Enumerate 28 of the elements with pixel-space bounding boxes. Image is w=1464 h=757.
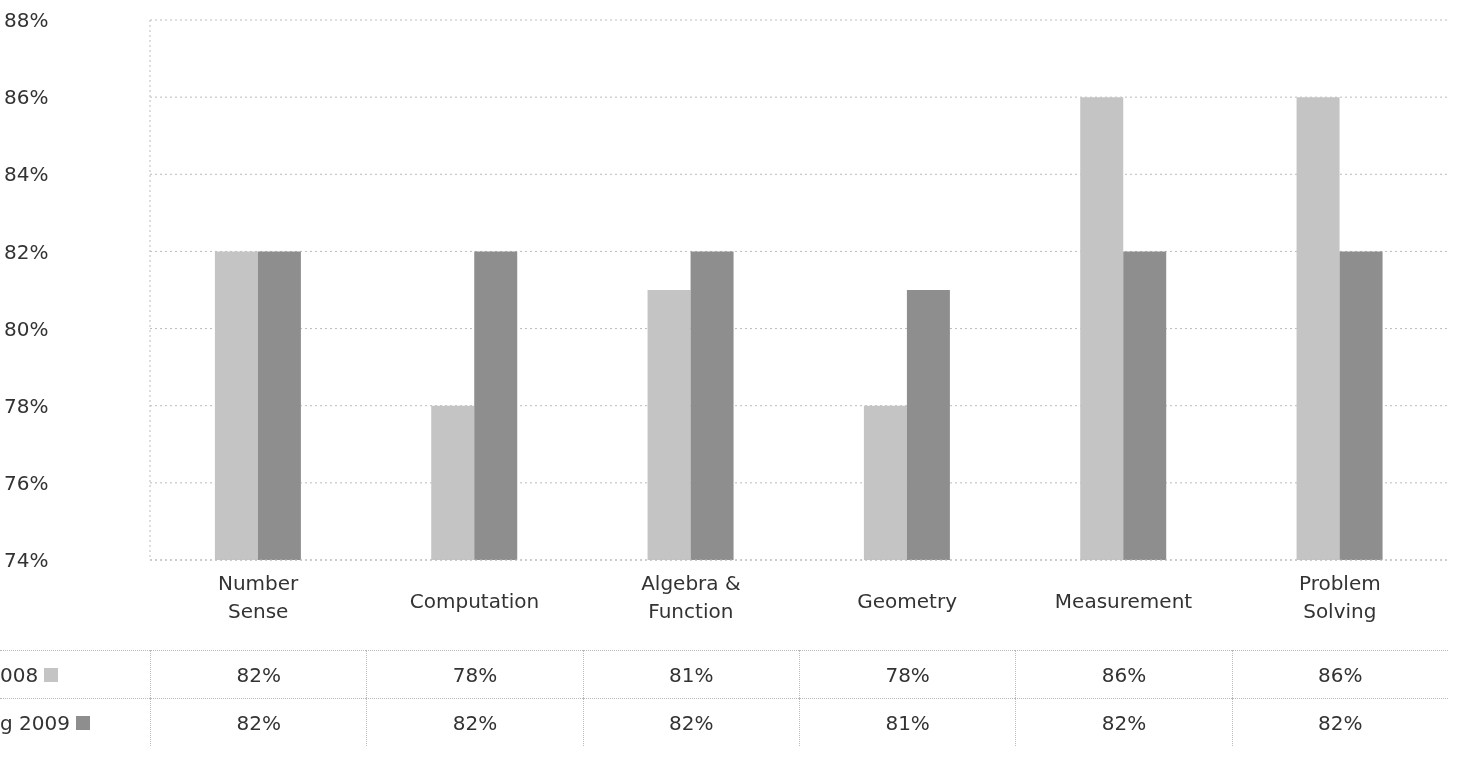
x-tick-label: Computation: [409, 589, 540, 613]
y-tick-label: 78%: [4, 393, 49, 418]
data-label: 82%: [150, 698, 367, 746]
data-label: 82%: [582, 698, 799, 746]
y-tick-label: 82%: [4, 239, 49, 264]
y-tick-label: 84%: [4, 162, 49, 187]
data-label: 82%: [366, 698, 583, 746]
x-tick-label: Measurement: [1054, 589, 1193, 613]
data-label: 81%: [798, 698, 1016, 746]
data-label: 86%: [1231, 650, 1448, 698]
data-label: 82%: [1015, 698, 1232, 746]
y-tick-label: 86%: [4, 85, 49, 110]
data-label: 82%: [150, 650, 367, 698]
x-tick-label: Algebra & Function: [641, 571, 741, 623]
y-tick-label: 76%: [4, 470, 49, 495]
y-tick-label: 74%: [4, 548, 49, 573]
x-tick-label: Geometry: [857, 589, 958, 613]
legend-label: 008: [0, 662, 39, 687]
data-label: 78%: [366, 650, 583, 698]
data-label: 86%: [1015, 650, 1232, 698]
data-label: 81%: [582, 650, 799, 698]
x-tick-label: Number Sense: [217, 571, 300, 623]
data-label: 82%: [1231, 698, 1448, 746]
x-tick-label: Problem Solving: [1298, 571, 1381, 623]
legend-label: g 2009: [0, 710, 70, 735]
y-tick-label: 80%: [4, 316, 49, 341]
y-tick-label: 88%: [4, 8, 49, 33]
data-label: 78%: [798, 650, 1016, 698]
